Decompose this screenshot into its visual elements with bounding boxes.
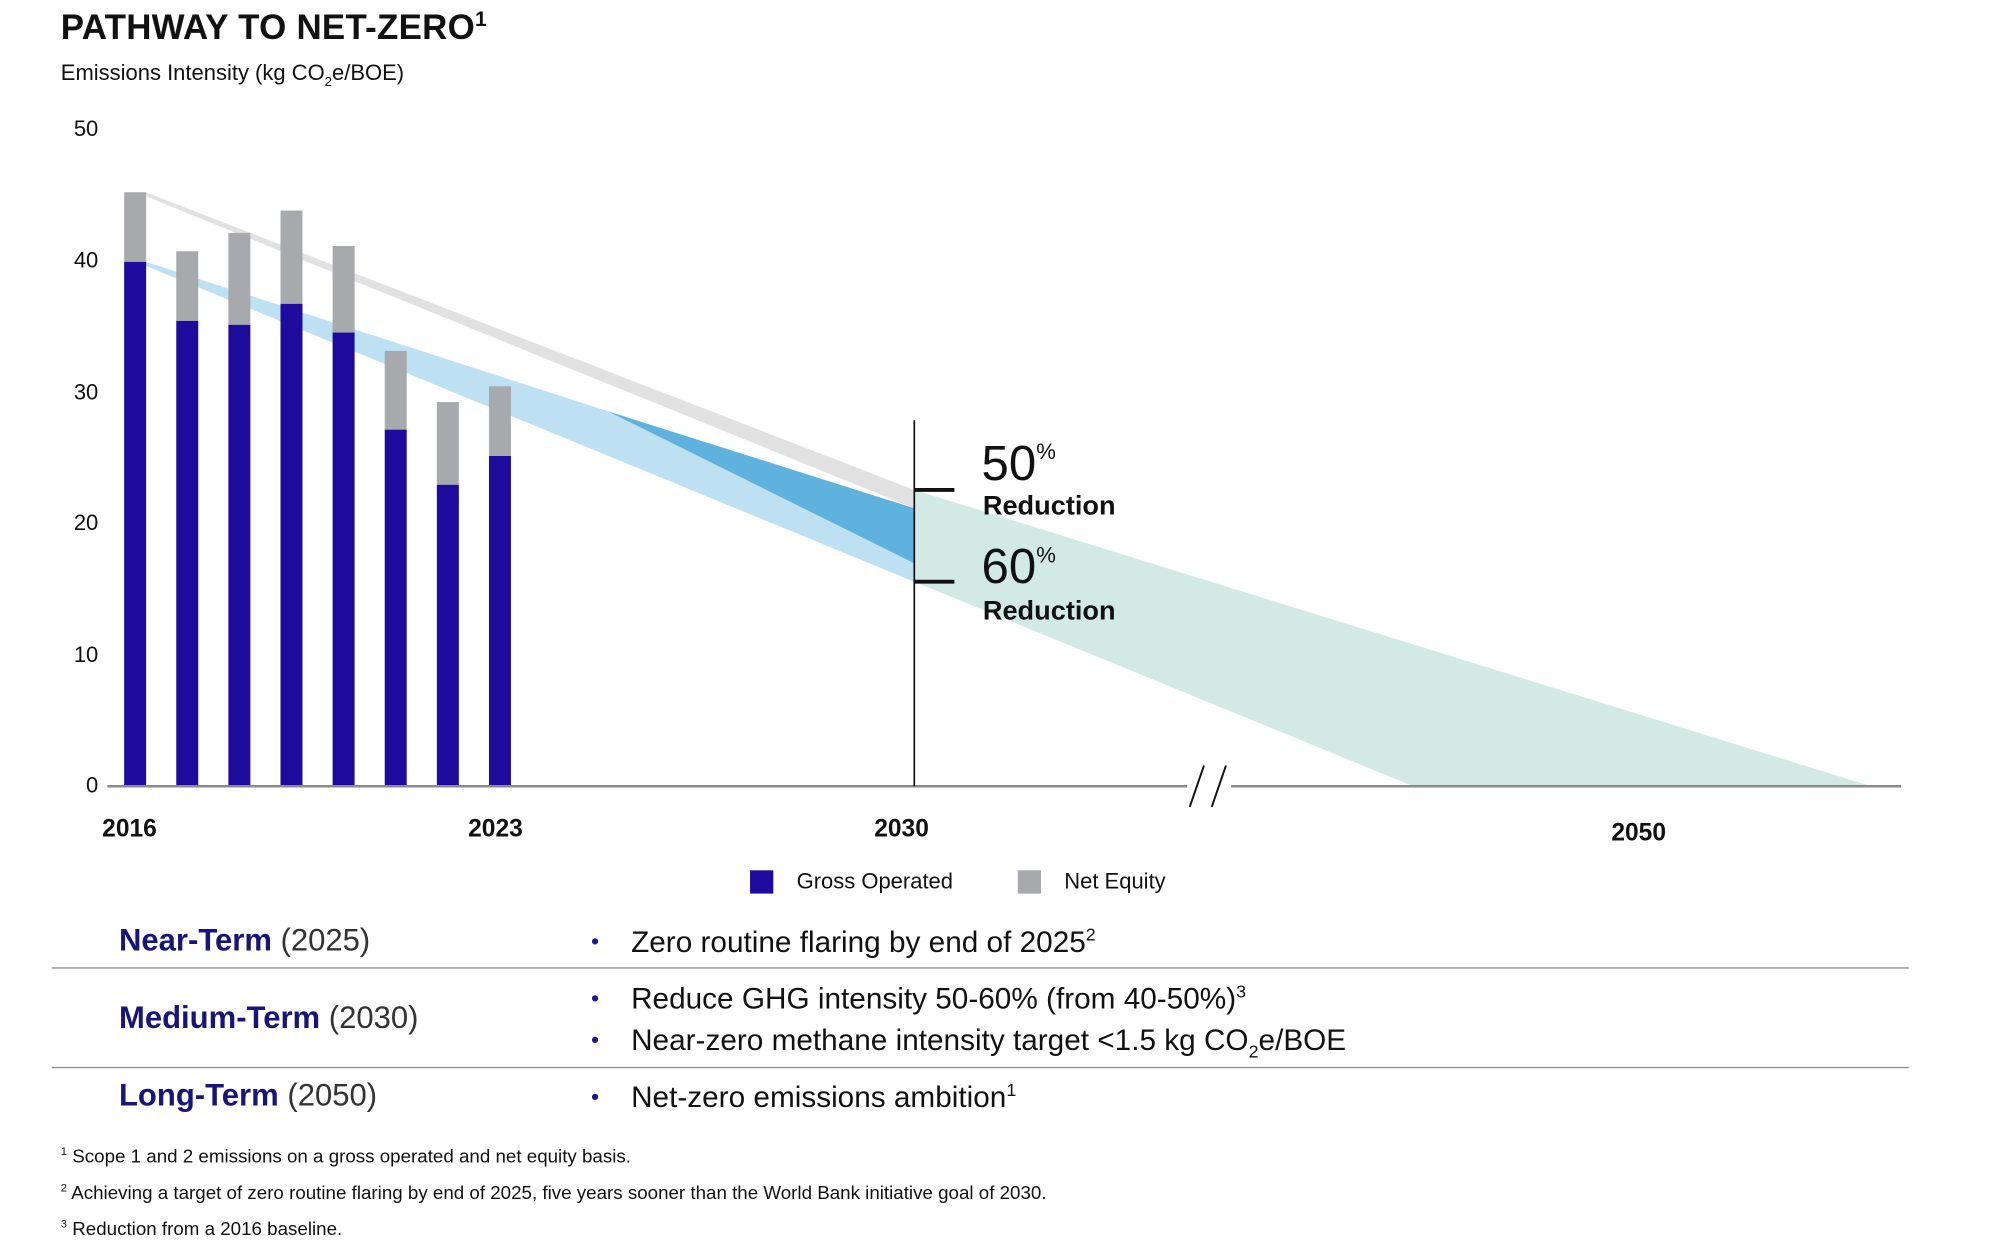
target-bullet: • Reduce GHG intensity 50-60% (from 40-50… (590, 981, 1247, 1016)
bar-gross-operated-2021 (384, 429, 407, 787)
bar-net-equity-2018 (228, 232, 251, 325)
bar-gross-operated-2016 (124, 261, 147, 787)
annotation-label: Reduction (982, 491, 1116, 522)
pathway-band-gross-operated (145, 261, 915, 582)
bar-gross-operated-2022 (436, 484, 459, 787)
legend-swatch-gross-operated (750, 870, 774, 894)
target-term-near: Near-Term (2025) (118, 923, 371, 959)
bar-gross-operated-2019 (280, 303, 303, 787)
bar-gross-operated-2018 (228, 324, 251, 787)
bar-net-equity-2023 (488, 386, 511, 456)
axis-break-mark (1210, 765, 1227, 808)
y-tick-label: 40 (73, 248, 99, 273)
y-tick-label: 20 (73, 510, 99, 536)
bar-net-equity-2016 (124, 192, 147, 262)
y-tick-label: 10 (73, 642, 99, 668)
x-tick-label: 2023 (468, 816, 523, 844)
chart-plot (107, 192, 1902, 808)
y-tick-label: 0 (86, 773, 99, 798)
x-tick-label: 2016 (102, 816, 157, 844)
target-term-medium: Medium-Term (2030) (118, 1000, 419, 1036)
legend: Gross Operated Net Equity (750, 869, 1166, 895)
chart-title: PATHWAY TO NET-ZERO1 (60, 7, 487, 47)
bar-net-equity-2020 (332, 246, 355, 333)
pathway-band-net-equity (145, 192, 915, 509)
annotation-60-percent: 60% (981, 540, 1056, 595)
x-tick-label: 2050 (1611, 819, 1667, 848)
divider (51, 967, 1909, 969)
bar-net-equity-2019 (280, 210, 303, 304)
divider (51, 1066, 1909, 1069)
footnote: 2 Achieving a target of zero routine fla… (60, 1180, 1047, 1204)
footnote: 1 Scope 1 and 2 emissions on a gross ope… (60, 1144, 632, 1168)
target-term-long: Long-Term (2050) (118, 1078, 378, 1114)
target-bullet: • Net-zero emissions ambition1 (590, 1079, 1017, 1114)
x-tick-label: 2030 (874, 816, 929, 844)
legend-label: Net Equity (1064, 869, 1166, 894)
annotation-50-percent: 50% (981, 437, 1056, 492)
bar-net-equity-2017 (176, 251, 199, 321)
target-bullet: • Near-zero methane intensity target <1.5… (590, 1022, 1347, 1062)
bar-gross-operated-2023 (488, 455, 511, 787)
footnote: 3 Reduction from a 2016 baseline. (60, 1217, 343, 1241)
bar-gross-operated-2020 (332, 332, 355, 787)
y-tick-label: 50 (73, 116, 99, 141)
y-tick-label: 30 (73, 380, 99, 405)
bar-net-equity-2022 (436, 402, 459, 485)
axis-break-mark (1188, 765, 1205, 808)
bar-gross-operated-2017 (176, 320, 199, 787)
y-axis-label: Emissions Intensity (kg CO2e/BOE) (60, 60, 405, 90)
annotation-label: Reduction (982, 596, 1116, 626)
pathway-band-net-zero (914, 489, 1872, 787)
legend-swatch-net-equity (1017, 870, 1041, 894)
target-bullet: • Zero routine flaring by end of 20252 (590, 924, 1096, 959)
bar-net-equity-2021 (384, 350, 407, 430)
legend-label: Gross Operated (796, 869, 954, 894)
